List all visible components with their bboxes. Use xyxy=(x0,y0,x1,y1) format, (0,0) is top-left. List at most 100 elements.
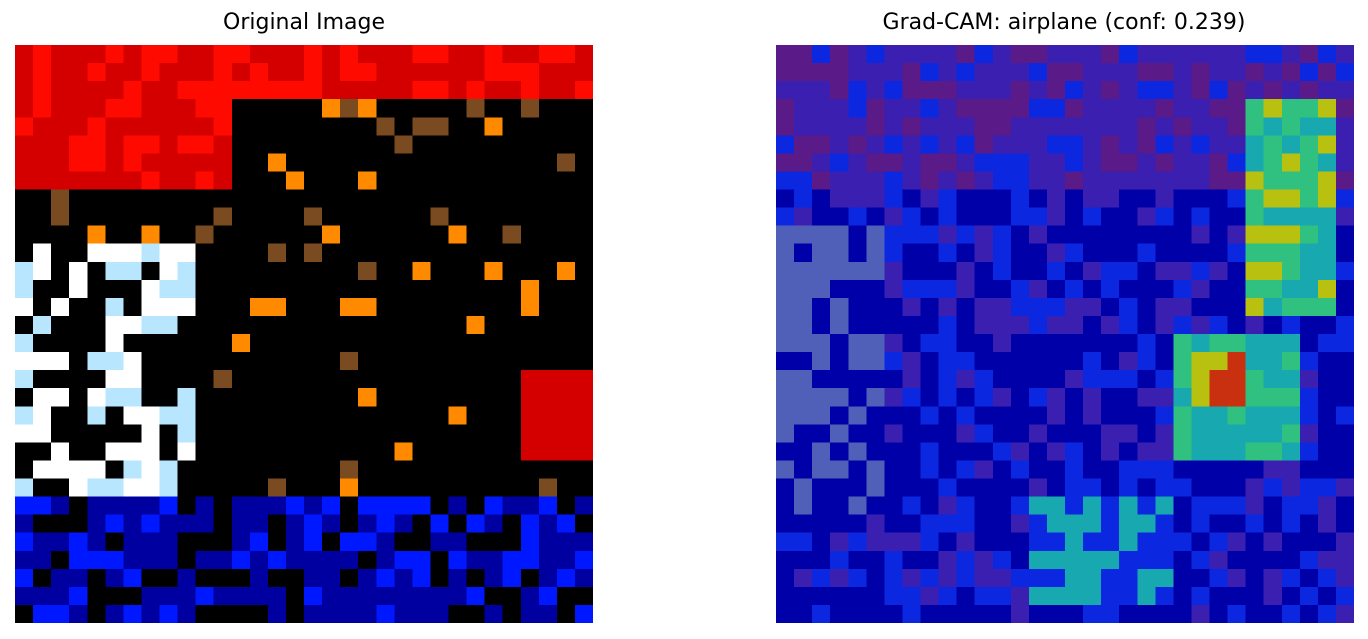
original-pixel xyxy=(33,81,52,100)
original-pixel xyxy=(502,586,521,605)
heatmap-pixel xyxy=(1317,406,1336,425)
heatmap-pixel xyxy=(1263,334,1282,353)
original-pixel xyxy=(430,45,449,64)
heatmap-pixel xyxy=(992,424,1011,443)
heatmap-pixel xyxy=(866,370,885,389)
original-pixel xyxy=(177,424,196,443)
heatmap-pixel xyxy=(1083,261,1102,280)
heatmap-pixel xyxy=(992,99,1011,118)
original-pixel xyxy=(105,297,124,316)
original-pixel xyxy=(430,532,449,551)
original-pixel xyxy=(304,460,323,479)
heatmap-pixel xyxy=(1263,442,1282,461)
heatmap-pixel xyxy=(1119,171,1138,190)
original-pixel xyxy=(484,568,503,587)
heatmap-pixel xyxy=(812,352,831,371)
heatmap-pixel xyxy=(1173,153,1192,172)
original-pixel xyxy=(285,297,304,316)
original-pixel xyxy=(285,550,304,569)
heatmap-pixel xyxy=(1065,279,1084,298)
heatmap-pixel xyxy=(1119,99,1138,118)
original-pixel xyxy=(304,388,323,407)
heatmap-pixel xyxy=(1046,81,1065,100)
original-pixel xyxy=(466,99,485,118)
heatmap-pixel xyxy=(1317,45,1336,64)
original-pixel xyxy=(141,117,160,136)
heatmap-pixel xyxy=(1155,207,1174,226)
heatmap-pixel xyxy=(1209,45,1228,64)
heatmap-pixel xyxy=(1083,550,1102,569)
heatmap-pixel xyxy=(1191,171,1210,190)
original-pixel xyxy=(538,99,557,118)
original-pixel xyxy=(141,370,160,389)
heatmap-pixel xyxy=(992,406,1011,425)
heatmap-pixel xyxy=(1317,63,1336,82)
original-pixel xyxy=(466,171,485,190)
heatmap-pixel xyxy=(1317,604,1336,623)
heatmap-pixel xyxy=(902,225,921,244)
original-pixel xyxy=(556,225,575,244)
original-pixel xyxy=(141,279,160,298)
heatmap-pixel xyxy=(1101,604,1120,623)
original-pixel xyxy=(466,496,485,515)
heatmap-pixel xyxy=(848,442,867,461)
original-pixel xyxy=(105,370,124,389)
heatmap-pixel xyxy=(920,496,939,515)
original-pixel xyxy=(51,460,70,479)
heatmap-pixel xyxy=(974,135,993,154)
heatmap-pixel xyxy=(956,99,975,118)
original-pixel xyxy=(538,586,557,605)
original-pixel xyxy=(177,63,196,82)
heatmap-pixel xyxy=(1263,460,1282,479)
original-pixel xyxy=(448,315,467,334)
original-pixel xyxy=(430,297,449,316)
original-pixel xyxy=(358,586,377,605)
original-pixel xyxy=(412,189,431,208)
original-pixel xyxy=(502,99,521,118)
original-pixel xyxy=(213,532,232,551)
heatmap-pixel xyxy=(974,586,993,605)
heatmap-pixel xyxy=(938,153,957,172)
original-pixel xyxy=(376,550,395,569)
original-pixel xyxy=(394,243,413,262)
heatmap-pixel xyxy=(974,279,993,298)
heatmap-pixel xyxy=(1227,478,1246,497)
heatmap-pixel xyxy=(1046,243,1065,262)
original-pixel xyxy=(15,370,34,389)
heatmap-pixel xyxy=(812,261,831,280)
original-pixel xyxy=(123,496,142,515)
original-pixel xyxy=(15,63,34,82)
heatmap-pixel xyxy=(1317,496,1336,515)
heatmap-pixel xyxy=(1227,568,1246,587)
original-pixel xyxy=(340,460,359,479)
original-pixel xyxy=(430,586,449,605)
heatmap-pixel xyxy=(1173,45,1192,64)
heatmap-pixel xyxy=(956,514,975,533)
heatmap-pixel xyxy=(848,117,867,136)
original-pixel xyxy=(123,207,142,226)
original-pixel xyxy=(448,586,467,605)
heatmap-pixel xyxy=(974,207,993,226)
heatmap-pixel xyxy=(1335,135,1354,154)
original-pixel xyxy=(195,81,214,100)
original-pixel xyxy=(213,478,232,497)
original-pixel xyxy=(556,586,575,605)
original-pixel xyxy=(267,45,286,64)
heatmap-pixel xyxy=(1299,496,1318,515)
heatmap-pixel xyxy=(812,406,831,425)
original-pixel xyxy=(484,532,503,551)
original-pixel xyxy=(538,604,557,623)
original-pixel xyxy=(141,514,160,533)
heatmap-pixel xyxy=(1046,117,1065,136)
original-pixel xyxy=(340,496,359,515)
original-pixel xyxy=(412,207,431,226)
heatmap-pixel xyxy=(866,406,885,425)
original-pixel xyxy=(51,81,70,100)
heatmap-pixel xyxy=(1028,352,1047,371)
heatmap-pixel xyxy=(1209,207,1228,226)
heatmap-pixel xyxy=(1245,189,1264,208)
heatmap-pixel xyxy=(1083,496,1102,515)
heatmap-pixel xyxy=(1119,370,1138,389)
heatmap-pixel xyxy=(1209,442,1228,461)
original-pixel xyxy=(213,189,232,208)
